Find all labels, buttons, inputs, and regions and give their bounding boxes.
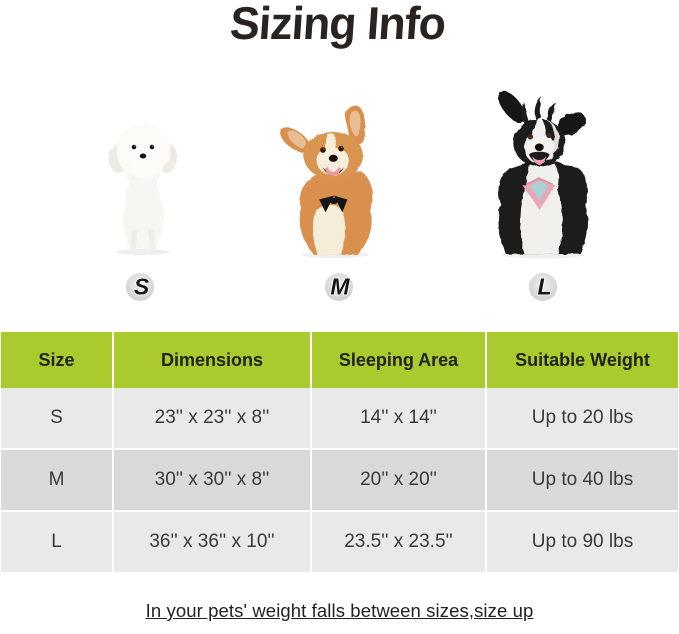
svg-text:L: L: [537, 274, 551, 300]
svg-text:M: M: [330, 274, 350, 300]
svg-text:S: S: [134, 274, 150, 300]
